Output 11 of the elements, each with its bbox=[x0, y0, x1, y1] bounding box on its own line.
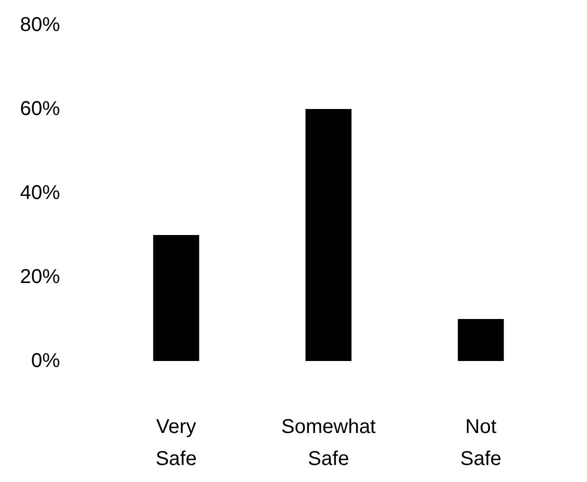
y-tick-label: 40% bbox=[20, 182, 60, 204]
bar bbox=[153, 235, 200, 361]
y-tick-label: 20% bbox=[20, 266, 60, 288]
y-tick-label: 80% bbox=[20, 14, 60, 36]
x-tick-label: Very Safe bbox=[156, 416, 197, 470]
x-tick-label: Somewhat Safe bbox=[281, 416, 376, 470]
x-tick-label: Not Safe bbox=[460, 416, 502, 470]
bar bbox=[458, 319, 504, 361]
bar bbox=[306, 109, 352, 361]
y-tick-label: 60% bbox=[20, 98, 60, 120]
y-tick-label: 0% bbox=[31, 350, 60, 372]
